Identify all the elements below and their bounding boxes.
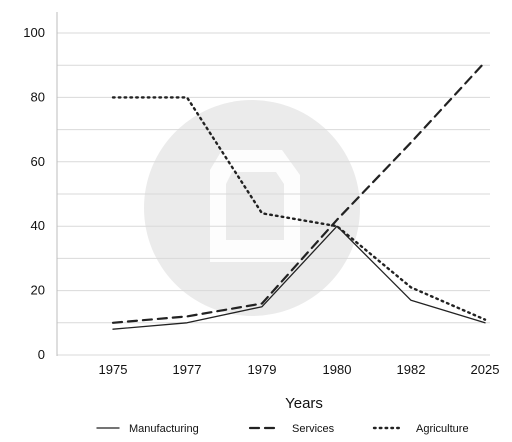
x-tick-label: 1977 (173, 362, 202, 377)
y-tick-label: 20 (31, 283, 45, 298)
y-tick-label: 0 (38, 347, 45, 362)
y-tick-labels: 0 20 40 60 80 100 (23, 25, 45, 362)
x-tick-labels: 1975 1977 1979 1980 1982 2025 (99, 362, 500, 377)
series-line-manufacturing (112, 225, 486, 330)
legend-label-agriculture: Agriculture (416, 423, 469, 435)
legend: Manufacturing Services Agriculture (96, 423, 469, 435)
gridlines (57, 32, 490, 356)
legend-label-services: Services (292, 423, 335, 435)
y-tick-label: 80 (31, 89, 45, 104)
y-tick-label: 100 (23, 25, 45, 40)
series-lines (111, 60, 487, 330)
series-line-agriculture (111, 96, 487, 321)
x-axis-label: Years (285, 395, 323, 412)
legend-label-manufacturing: Manufacturing (129, 423, 199, 435)
x-tick-label: 1979 (248, 362, 277, 377)
y-tick-label: 60 (31, 154, 45, 169)
series-line-services (111, 60, 487, 324)
x-tick-label: 2025 (471, 362, 500, 377)
x-tick-label: 1975 (99, 362, 128, 377)
y-tick-label: 40 (31, 218, 45, 233)
x-tick-label: 1982 (397, 362, 426, 377)
x-tick-label: 1980 (323, 362, 352, 377)
watermark-logo (144, 100, 360, 316)
